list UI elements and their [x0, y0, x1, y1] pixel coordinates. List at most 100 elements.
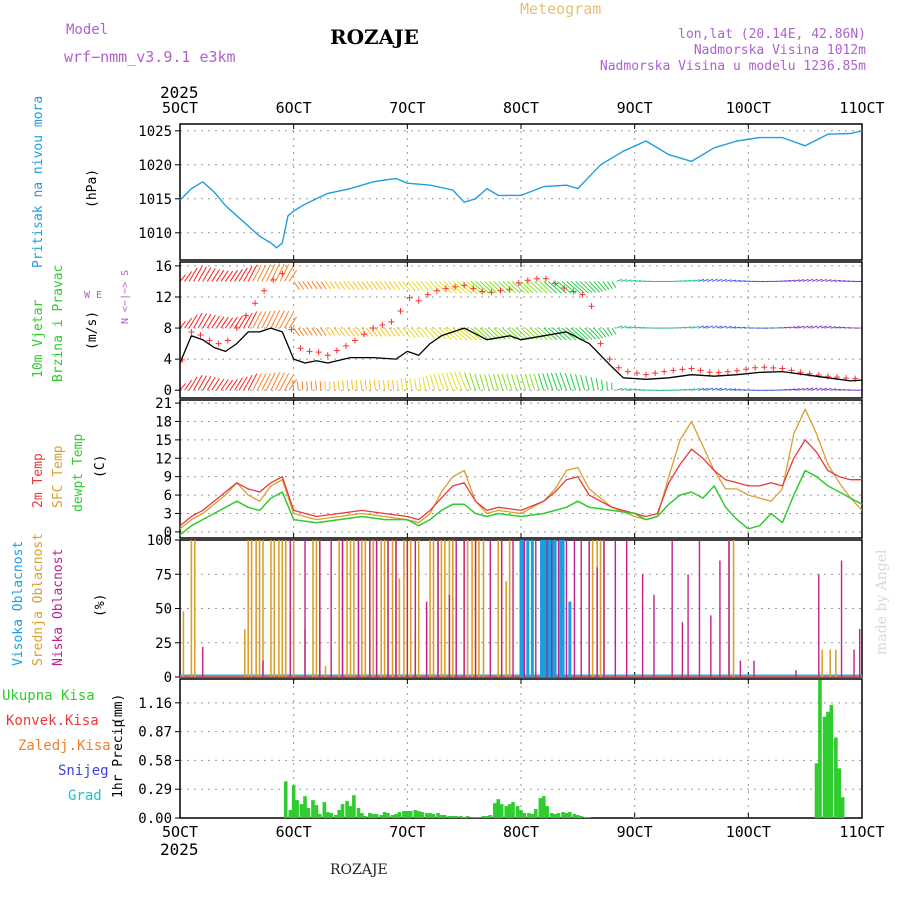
- pressure-ytick-label: 1025: [138, 124, 172, 140]
- precip-legend-freezing: Zaledj.Kisa: [18, 738, 111, 754]
- precip-bar: [511, 802, 515, 818]
- precip-bar: [841, 797, 845, 818]
- wind-arrow: [335, 281, 340, 289]
- precip-bar: [425, 813, 429, 818]
- wind-gust-marker: [643, 372, 649, 378]
- wind-arrow: [397, 380, 398, 390]
- wind-arrow: [419, 378, 421, 390]
- precip-bar: [409, 811, 413, 818]
- wind-arrow: [248, 311, 257, 328]
- wind-gust-marker: [379, 322, 385, 328]
- precip-ytick-label: 0.58: [138, 753, 172, 769]
- precip-bar: [485, 816, 489, 818]
- wind-arrow: [489, 374, 494, 390]
- wind-gust-marker: [543, 276, 549, 282]
- wind-arrow: [517, 375, 521, 391]
- precip-bar: [466, 816, 470, 818]
- wind-arrow: [207, 268, 215, 281]
- time-label-top: 7OCT: [389, 99, 425, 117]
- precip-bar: [292, 785, 296, 818]
- precip-bar: [318, 814, 322, 818]
- wind-arrow: [257, 311, 266, 328]
- elevation: Nadmorska Visina 1012m: [694, 43, 866, 58]
- temp-title-dewpt: dewpt Temp: [71, 434, 86, 512]
- precip-bar: [568, 812, 572, 818]
- wind-arrow: [335, 328, 340, 336]
- wind-arrow: [570, 374, 575, 390]
- wind-gust-marker: [470, 285, 476, 291]
- wind-arrow: [244, 375, 252, 390]
- precip-bar: [448, 816, 452, 818]
- temperature-ytick-label: 12: [155, 451, 172, 467]
- wind-arrow: [307, 281, 312, 288]
- precip-bar: [398, 812, 402, 818]
- precip-legend-total: Ukupna Kisa: [2, 688, 95, 704]
- precip-bar: [334, 815, 338, 818]
- wind-gust-marker: [316, 349, 322, 355]
- wind-arrow: [312, 281, 317, 289]
- wind-arrow: [198, 376, 206, 391]
- wind-arrow: [275, 264, 284, 281]
- temperature-ytick-label: 18: [155, 414, 172, 430]
- precip-bar: [371, 814, 375, 818]
- precip-bar: [454, 816, 458, 818]
- wind-gust-marker: [670, 367, 676, 373]
- precip-bar: [516, 806, 520, 818]
- precip-bar: [326, 812, 330, 818]
- precip-bar: [462, 817, 466, 818]
- wind-gust-marker: [534, 276, 540, 282]
- clouds-ytick-label: 100: [147, 533, 172, 549]
- wind-arrow: [538, 374, 543, 391]
- wind-arrow: [434, 374, 439, 390]
- precip-ytick-label: 1.16: [138, 696, 172, 712]
- wind-arrow: [194, 266, 202, 281]
- wind-arrow: [521, 374, 526, 390]
- wind-gust-marker: [734, 368, 740, 374]
- precip-bar: [436, 813, 440, 818]
- wind-gust-marker: [343, 343, 349, 349]
- footer-station: ROZAJE: [330, 862, 388, 878]
- wind-gust-marker: [225, 337, 231, 343]
- precip-bar: [818, 680, 822, 818]
- wind-arrow: [534, 374, 539, 390]
- wind-title-1: 10m Vjetar: [31, 300, 46, 378]
- temperature-frame: [180, 400, 862, 538]
- time-label-top: 5OCT: [162, 99, 198, 117]
- wind-arrow: [370, 380, 371, 390]
- wind-arrow: [388, 380, 389, 390]
- watermark: made by Angel: [874, 549, 890, 655]
- precip-bar: [315, 805, 319, 818]
- cloud-title-low: Niska Oblacnost: [51, 549, 66, 666]
- wind-arrow: [303, 328, 308, 335]
- wind-gust-marker: [698, 367, 704, 373]
- wind-gust-marker: [370, 325, 376, 331]
- wind-arrow: [297, 381, 298, 390]
- precip-bar: [561, 812, 565, 818]
- pressure-ytick-label: 1015: [138, 192, 172, 208]
- precip-unit: (mm): [111, 694, 126, 725]
- wind-gust-marker: [352, 337, 358, 343]
- wind-arrow: [275, 373, 284, 390]
- wind-gust-marker: [261, 288, 267, 294]
- wind-arrow: [194, 375, 202, 390]
- wind-arrow: [235, 378, 243, 390]
- pressure-title: Pritisak na nivou mora: [31, 96, 46, 268]
- precip-bar: [489, 815, 493, 818]
- plot-area: 5OCT5OCT6OCT6OCT7OCT7OCT8OCT8OCT9OCT9OCT…: [138, 99, 884, 841]
- precip-bar: [545, 806, 549, 818]
- precip-bar: [383, 812, 387, 818]
- wind-arrow: [586, 376, 590, 391]
- time-label-bottom: 11OCT: [839, 823, 884, 841]
- precip-bar: [470, 817, 474, 818]
- wind-compass-we: W E: [84, 290, 102, 301]
- wind-arrow: [203, 376, 211, 390]
- wind-arrow: [230, 270, 238, 281]
- precip-bar: [826, 712, 830, 818]
- wind-arrow: [530, 374, 535, 390]
- wind-gust-marker: [461, 282, 467, 288]
- precip-bar: [406, 811, 410, 818]
- time-label-top: 10OCT: [726, 99, 771, 117]
- wind-gust-marker: [188, 329, 194, 335]
- wind-arrow: [316, 281, 321, 289]
- wind-arrow: [329, 381, 330, 390]
